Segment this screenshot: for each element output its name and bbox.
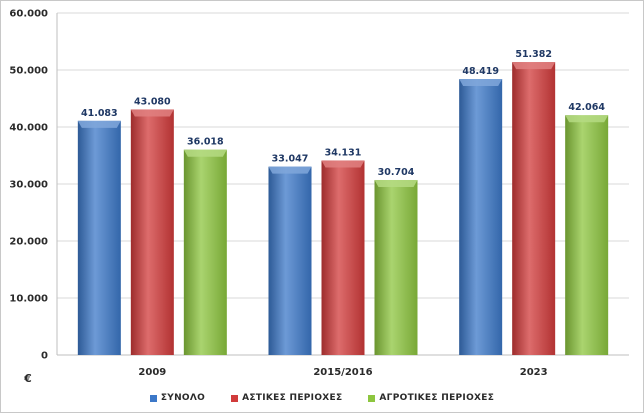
data-label: 36.018 bbox=[187, 137, 224, 148]
bar-top-bevel bbox=[459, 79, 503, 87]
bar bbox=[77, 120, 121, 355]
bar bbox=[565, 115, 609, 355]
bar-top-bevel bbox=[77, 120, 121, 128]
bar-top-bevel bbox=[268, 166, 312, 174]
legend: ΣΥΝΟΛΟ ΑΣΤΙΚΕΣ ΠΕΡΙΟΧΕΣ ΑΓΡΟΤΙΚΕΣ ΠΕΡΙΟΧΕΣ bbox=[1, 393, 643, 403]
y-tick-label: 60.000 bbox=[9, 9, 48, 20]
y-axis-unit: € bbox=[23, 372, 32, 385]
bar bbox=[130, 109, 174, 355]
data-label: 33.047 bbox=[272, 154, 309, 165]
data-label: 42.064 bbox=[568, 102, 605, 113]
bar bbox=[321, 160, 365, 355]
x-tick-label: 2015/2016 bbox=[313, 367, 372, 378]
legend-entry: ΑΓΡΟΤΙΚΕΣ ΠΕΡΙΟΧΕΣ bbox=[368, 393, 494, 403]
bar-chart: 0 10.000 20.000 30.000 40.000 50.000 60.000 41… bbox=[9, 9, 629, 385]
legend-entry: ΣΥΝΟΛΟ bbox=[149, 393, 206, 403]
legend-label: ΣΥΝΟΛΟ bbox=[160, 393, 206, 403]
legend-swatch bbox=[149, 394, 157, 402]
bar bbox=[374, 179, 418, 355]
y-tick-label: 0 bbox=[41, 351, 48, 362]
data-label: 34.131 bbox=[325, 147, 362, 158]
y-tick-label: 10.000 bbox=[9, 294, 48, 305]
y-tick-label: 30.000 bbox=[9, 180, 48, 191]
data-label: 30.704 bbox=[378, 167, 415, 178]
data-label: 48.419 bbox=[462, 66, 499, 77]
legend-label: ΑΣΤΙΚΕΣ ΠΕΡΙΟΧΕΣ bbox=[242, 393, 343, 403]
data-label: 51.382 bbox=[515, 49, 552, 60]
x-tick-label: 2023 bbox=[520, 367, 548, 378]
bar bbox=[459, 79, 503, 355]
bar-top-bevel bbox=[321, 160, 365, 168]
y-tick-label: 40.000 bbox=[9, 123, 48, 134]
x-tick-label: 2009 bbox=[138, 367, 166, 378]
bar-top-bevel bbox=[374, 179, 418, 187]
legend-entry: ΑΣΤΙΚΕΣ ΠΕΡΙΟΧΕΣ bbox=[231, 393, 342, 403]
y-tick-label: 20.000 bbox=[9, 237, 48, 248]
legend-label: ΑΓΡΟΤΙΚΕΣ ΠΕΡΙΟΧΕΣ bbox=[379, 393, 495, 403]
bar bbox=[512, 62, 556, 356]
bar-top-bevel bbox=[565, 115, 609, 123]
data-label: 41.083 bbox=[81, 108, 118, 119]
y-tick-label: 50.000 bbox=[9, 66, 48, 77]
bar-top-bevel bbox=[512, 62, 556, 70]
bar-top-bevel bbox=[130, 109, 174, 117]
data-label: 43.080 bbox=[134, 96, 171, 107]
bar bbox=[183, 149, 227, 355]
bar bbox=[268, 166, 312, 355]
bar-top-bevel bbox=[183, 149, 227, 157]
legend-swatch bbox=[368, 394, 376, 402]
legend-swatch bbox=[231, 394, 239, 402]
